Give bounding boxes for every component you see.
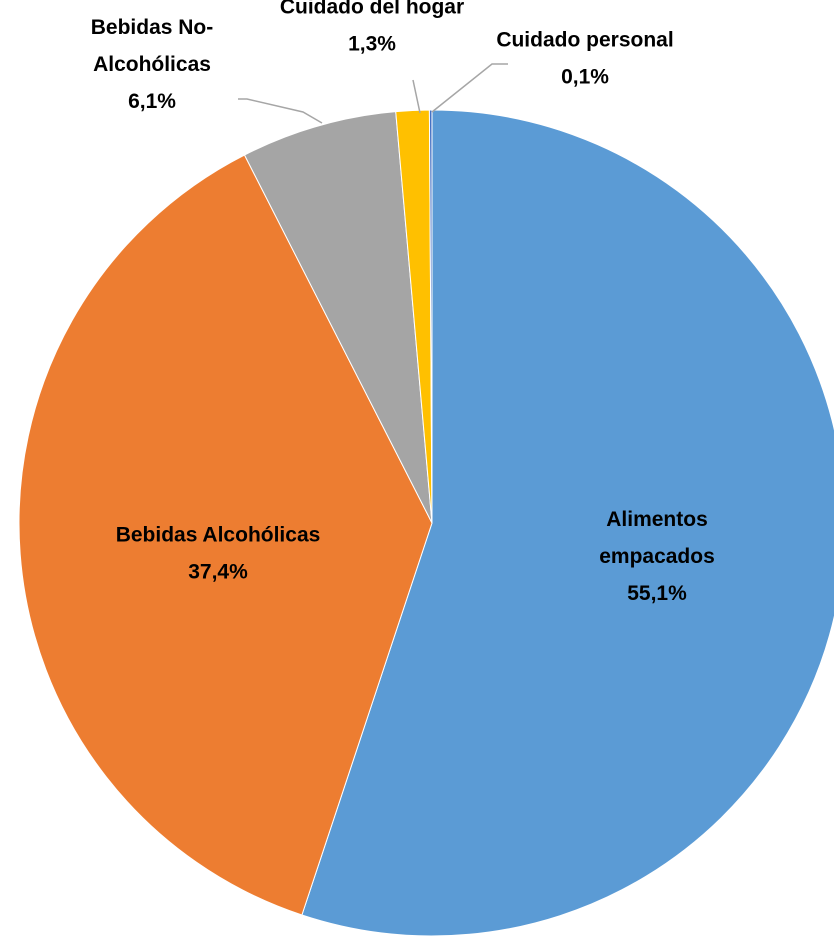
slice-label-3: Bebidas No- Alcohólicas 6,1% [91,16,214,113]
slice-name-label: Cuidado del hogar [280,0,464,19]
slice-name-label: empacados [599,545,715,568]
leader-line-4 [412,79,421,114]
leader-line-3 [238,98,323,124]
slice-value-label: 0,1% [561,66,609,89]
pie-slices [18,109,834,937]
slice-labels: Alimentos empacados 55,1% Bebidas Alcohólic… [91,0,715,605]
slice-name-label: Alimentos [606,508,708,531]
slice-label-2: Bebidas Alcohólicas 37,4% [116,524,321,584]
slice-label-4: Cuidado del hogar 1,3% [280,0,464,56]
pie-slice-5 [428,109,433,524]
leader-line-5 [431,63,508,113]
slice-name-label: Cuidado personal [496,29,673,52]
slice-name-label: Bebidas Alcohólicas [116,524,321,547]
pie-slice-3 [243,111,433,524]
pie-slice-2 [18,154,433,916]
slice-value-label: 1,3% [348,33,396,56]
slice-label-5: Cuidado personal 0,1% [496,29,673,89]
pie-slice-1 [301,109,834,937]
slice-value-label: 6,1% [128,90,176,113]
slice-name-label: Bebidas No- [91,16,214,39]
leader-lines [238,63,508,124]
slice-value-label: 37,4% [188,561,248,584]
slice-name-label: Alcohólicas [93,53,211,76]
slice-value-label: 55,1% [627,582,687,605]
slice-label-1: Alimentos empacados 55,1% [599,508,715,605]
